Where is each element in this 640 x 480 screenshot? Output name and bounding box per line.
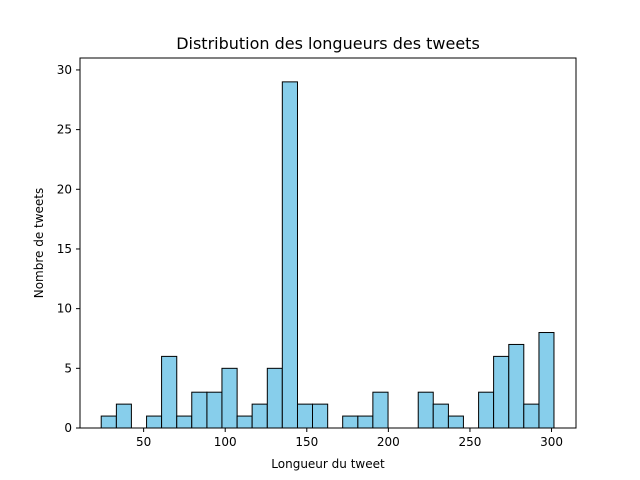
histogram-bar — [538, 332, 555, 429]
histogram-bar — [342, 415, 359, 429]
histogram-bar — [508, 343, 525, 429]
histogram-bar — [161, 355, 178, 429]
histogram-bar — [251, 403, 268, 429]
histogram-bar — [100, 415, 117, 429]
histogram-bar — [221, 367, 238, 429]
histogram-bar — [493, 355, 510, 429]
histogram-bar — [266, 367, 283, 429]
x-tick-label: 250 — [458, 435, 481, 449]
histogram-bar — [146, 415, 163, 429]
y-tick-label: 0 — [64, 421, 72, 435]
histogram-bar — [281, 81, 298, 429]
histogram-bar — [236, 415, 253, 429]
y-tick-label: 15 — [57, 242, 72, 256]
histogram-bar — [296, 403, 313, 429]
x-tick-label: 150 — [295, 435, 318, 449]
x-tick-label: 50 — [136, 435, 151, 449]
plot-frame — [79, 57, 577, 429]
histogram-bar — [312, 403, 329, 429]
histogram-bar — [191, 391, 208, 429]
histogram-bar — [478, 391, 495, 429]
y-axis-ticks: 0 5 10 15 20 25 30 — [57, 63, 80, 435]
y-tick-label: 20 — [57, 182, 72, 196]
y-tick-label: 5 — [64, 361, 72, 375]
x-tick-label: 300 — [540, 435, 563, 449]
x-tick-label: 200 — [377, 435, 400, 449]
chart-title: Distribution des longueurs des tweets — [176, 34, 480, 53]
x-tick-label: 100 — [214, 435, 237, 449]
x-axis-ticks: 50 100 150 200 250 300 — [136, 428, 563, 449]
histogram-bar — [417, 391, 434, 429]
histogram-bar — [372, 391, 389, 429]
histogram-bar — [357, 415, 374, 429]
histogram-bar — [523, 403, 540, 429]
y-tick-label: 25 — [57, 123, 72, 137]
y-tick-label: 10 — [57, 302, 72, 316]
y-axis-label: Nombre de tweets — [32, 188, 46, 299]
histogram-bar — [115, 403, 132, 429]
x-axis-label: Longueur du tweet — [271, 457, 385, 471]
histogram-bar — [447, 415, 464, 429]
histogram-bar — [206, 391, 223, 429]
y-tick-label: 30 — [57, 63, 72, 77]
histogram-bar — [176, 415, 193, 429]
histogram-bar — [432, 403, 449, 429]
